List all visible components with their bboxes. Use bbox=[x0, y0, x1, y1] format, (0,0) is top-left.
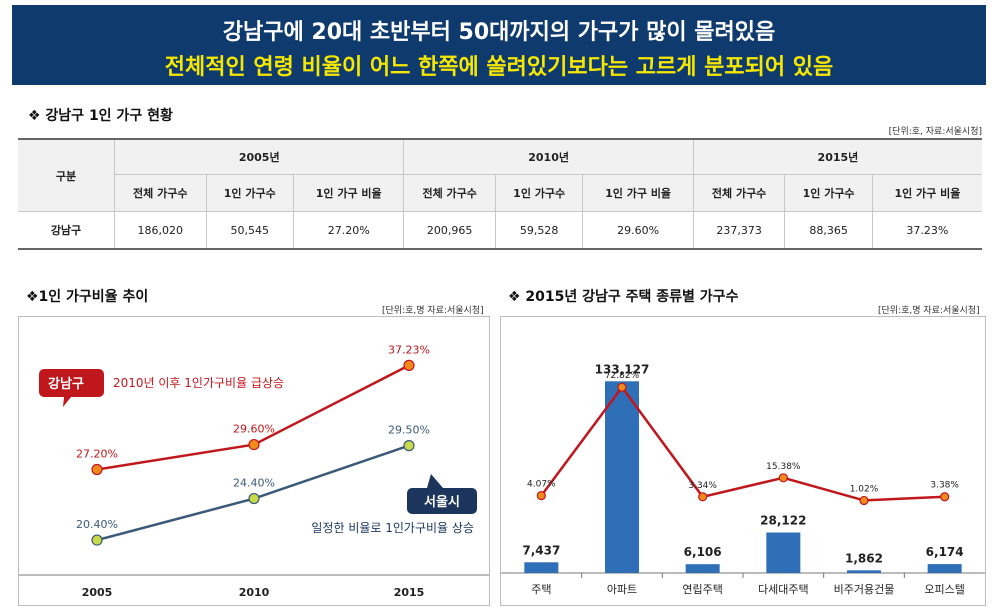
table-cell: 37.23% bbox=[871, 211, 982, 250]
data-point bbox=[248, 492, 260, 505]
bar bbox=[847, 570, 881, 573]
subheader-total: 전체 가구수 bbox=[114, 174, 207, 212]
line-unit-note: [단위:호,명 자료:서울시청] bbox=[382, 306, 484, 316]
bar-value-label: 133,127 bbox=[595, 362, 650, 376]
row-label: 강남구 bbox=[18, 211, 115, 250]
line-chart: 2005 2010 2015 27.20% 29.60% 37.23% 20.40% 24.4… bbox=[19, 343, 489, 599]
subheader-single: 1인 가구수 bbox=[494, 174, 584, 212]
x-tick-label: 2010 bbox=[239, 586, 270, 599]
bar bbox=[685, 564, 720, 573]
share-point bbox=[778, 473, 788, 483]
data-point bbox=[248, 438, 260, 451]
table-unit-note: [단위:호, 자료:서울시청] bbox=[888, 127, 982, 137]
callout-text: 일정한 비율로 1인가구비율 상승 bbox=[311, 521, 474, 535]
data-label: 37.23% bbox=[388, 343, 430, 356]
share-point bbox=[859, 495, 869, 506]
bar-value-label: 1,862 bbox=[845, 551, 883, 565]
bar bbox=[605, 381, 639, 573]
subheader-ratio: 1인 가구 비율 bbox=[582, 174, 694, 212]
callout-badge-seoul bbox=[407, 474, 477, 514]
share-point bbox=[940, 492, 950, 502]
table-cell: 50,545 bbox=[205, 211, 294, 250]
callout-badge-gangnam bbox=[39, 369, 104, 407]
x-tick-label: 비주거용건물 bbox=[834, 583, 895, 596]
x-tick-label: 아파트 bbox=[607, 583, 637, 596]
subheader-total: 전체 가구수 bbox=[403, 174, 496, 212]
bar-chart-frame: 7,437 주택 133,127 아파트 6,106 연립주택 28,122 다세대주택 1,8… bbox=[500, 316, 986, 606]
bar bbox=[524, 562, 559, 573]
data-label: 29.50% bbox=[388, 424, 430, 437]
x-tick-label: 주택 bbox=[531, 583, 551, 596]
data-point bbox=[403, 359, 415, 371]
share-label: 3.34% bbox=[688, 481, 717, 491]
table-cell: 200,965 bbox=[403, 211, 496, 250]
data-point bbox=[91, 534, 103, 546]
table-section-title: ❖ 강남구 1인 가구 현황 bbox=[28, 108, 173, 124]
bar bbox=[766, 532, 801, 573]
subheader-ratio: 1인 가구 비율 bbox=[292, 174, 405, 212]
data-label: 20.40% bbox=[76, 518, 118, 531]
table-cell: 59,528 bbox=[494, 211, 584, 250]
subheader-single: 1인 가구수 bbox=[784, 174, 873, 212]
table-cell: 186,020 bbox=[114, 211, 207, 250]
single-household-table: 구분 2005년 2010년 2015년 전체 가구수 1인 가구수 1인 가구… bbox=[18, 138, 982, 250]
bar-value-label: 6,106 bbox=[684, 545, 722, 559]
x-tick-label: 2015 bbox=[394, 586, 425, 599]
share-line bbox=[540, 385, 945, 502]
x-tick-label: 다세대주택 bbox=[758, 583, 809, 596]
share-label: 72.82% bbox=[605, 371, 640, 381]
share-label: 15.38% bbox=[766, 462, 801, 472]
table-cell: 88,365 bbox=[784, 211, 873, 250]
share-label: 4.07% bbox=[527, 480, 556, 490]
table-cell: 27.20% bbox=[292, 211, 405, 250]
bar-value-label: 6,174 bbox=[926, 545, 964, 559]
headline-line-1: 강남구에 20대 초반부터 50대까지의 가구가 많이 몰려있음 bbox=[222, 20, 776, 45]
line-chart-frame: 2005 2010 2015 27.20% 29.60% 37.23% 20.40% 24.4… bbox=[18, 316, 490, 606]
year-header-2005: 2005년 bbox=[113, 138, 405, 175]
share-point bbox=[617, 382, 627, 392]
subheader-total: 전체 가구수 bbox=[692, 174, 786, 212]
x-tick-label: 2005 bbox=[82, 586, 113, 599]
data-point bbox=[91, 463, 103, 476]
subheader-ratio: 1인 가구 비율 bbox=[871, 174, 982, 212]
x-tick-label: 오피스텔 bbox=[924, 583, 964, 596]
year-header-2015: 2015년 bbox=[692, 138, 982, 175]
bar-value-label: 7,437 bbox=[522, 543, 560, 557]
bar-section-title: ❖ 2015년 강남구 주택 종류별 가구수 bbox=[508, 289, 739, 305]
bar-unit-note: [단위:호,명 자료:서울시청] bbox=[878, 306, 980, 316]
data-label: 24.40% bbox=[233, 477, 275, 490]
data-point bbox=[403, 440, 415, 452]
row-header-cell: 구분 bbox=[18, 138, 115, 212]
callout-badge-label: 강남구 bbox=[48, 376, 84, 392]
share-point bbox=[536, 491, 546, 501]
headline-banner: 강남구에 20대 초반부터 50대까지의 가구가 많이 몰려있음 전체적인 연령… bbox=[12, 5, 986, 85]
callout-badge-label: 서울시 bbox=[424, 494, 460, 510]
data-label: 27.20% bbox=[76, 447, 118, 460]
subheader-single: 1인 가구수 bbox=[205, 174, 294, 212]
table-cell: 29.60% bbox=[582, 211, 694, 250]
headline-line-2: 전체적인 연령 비율이 어느 한쪽에 쏠려있기보다는 고르게 분포되어 있음 bbox=[164, 55, 834, 80]
line-section-title: ❖1인 가구비율 추이 bbox=[26, 289, 149, 305]
share-label: 1.02% bbox=[850, 484, 879, 494]
bar-value-label: 28,122 bbox=[760, 514, 806, 528]
data-label: 29.60% bbox=[233, 423, 275, 436]
share-point bbox=[698, 492, 708, 502]
table-row: 강남구 186,020 50,545 27.20% 200,965 59,528… bbox=[18, 211, 982, 250]
share-label: 3.38% bbox=[930, 481, 959, 491]
table-header-row-sub: 전체 가구수 1인 가구수 1인 가구 비율 전체 가구수 1인 가구수 1인 … bbox=[18, 174, 982, 212]
x-tick-label: 연립주택 bbox=[682, 583, 722, 596]
year-header-2010: 2010년 bbox=[403, 138, 694, 175]
callout-text: 2010년 이후 1인가구비율 급상승 bbox=[113, 376, 284, 390]
table-header-row-years: 구분 2005년 2010년 2015년 bbox=[18, 138, 982, 212]
bar bbox=[927, 564, 962, 573]
table-cell: 237,373 bbox=[692, 211, 786, 250]
bar-chart: 7,437 주택 133,127 아파트 6,106 연립주택 28,122 다세대주택 1,8… bbox=[501, 362, 985, 596]
